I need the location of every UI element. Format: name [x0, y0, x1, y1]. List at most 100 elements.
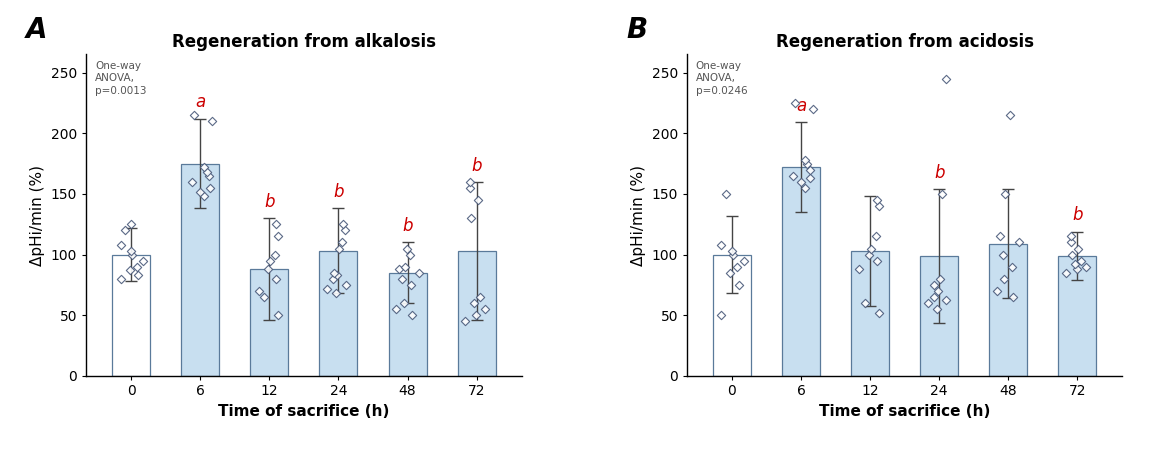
Point	[1072, 257, 1090, 264]
Point	[924, 294, 943, 301]
Point	[402, 281, 420, 289]
Point	[398, 245, 417, 252]
Point	[396, 263, 414, 270]
Point	[1057, 269, 1075, 276]
Point	[996, 275, 1014, 283]
Point	[792, 178, 810, 185]
Point	[862, 245, 881, 252]
Point	[123, 251, 142, 258]
Point	[712, 312, 731, 319]
Point	[1062, 251, 1081, 258]
Point	[463, 215, 481, 222]
Point	[786, 99, 805, 106]
Point	[929, 287, 947, 294]
Point	[729, 263, 747, 270]
Point	[1004, 294, 1022, 301]
Point	[267, 275, 285, 283]
Point	[868, 257, 886, 264]
Point	[196, 164, 214, 171]
Point	[1061, 233, 1080, 240]
Bar	[389, 273, 427, 376]
Point	[860, 251, 878, 258]
Point	[997, 190, 1015, 198]
Point	[122, 247, 140, 255]
Point	[724, 251, 742, 258]
Point	[336, 281, 355, 289]
Text: a: a	[196, 93, 205, 111]
Point	[269, 233, 288, 240]
X-axis label: Time of sacrifice (h): Time of sacrifice (h)	[818, 404, 990, 419]
Text: One-way
ANOVA,
p=0.0246: One-way ANOVA, p=0.0246	[695, 61, 747, 96]
Point	[795, 156, 814, 164]
Point	[717, 190, 735, 198]
Point	[467, 312, 486, 319]
Point	[712, 241, 731, 249]
Point	[933, 190, 952, 198]
Point	[456, 318, 474, 325]
Point	[323, 275, 342, 283]
Point	[387, 306, 405, 313]
Point	[330, 245, 349, 252]
Point	[1003, 263, 1021, 270]
Point	[266, 251, 284, 258]
Point	[112, 275, 130, 283]
Point	[1068, 265, 1087, 273]
Point	[991, 233, 1009, 240]
Text: b: b	[472, 157, 482, 174]
Point	[468, 197, 487, 204]
Text: b: b	[334, 183, 344, 201]
Point	[254, 294, 273, 301]
Point	[185, 111, 204, 119]
Point	[395, 299, 413, 307]
X-axis label: Time of sacrifice (h): Time of sacrifice (h)	[219, 404, 390, 419]
Point	[333, 239, 351, 246]
Point	[925, 281, 944, 289]
Point	[390, 265, 409, 273]
Point	[723, 247, 741, 255]
Point	[851, 265, 869, 273]
Point	[471, 294, 489, 301]
Point	[327, 290, 345, 297]
Bar	[251, 269, 289, 376]
Point	[730, 281, 748, 289]
Point	[195, 193, 213, 200]
Point	[801, 174, 820, 182]
Point	[1069, 245, 1088, 252]
Point	[334, 221, 352, 228]
Point	[800, 166, 818, 173]
Point	[259, 265, 277, 273]
Point	[465, 299, 483, 307]
Point	[803, 106, 822, 113]
Point	[261, 257, 280, 264]
Bar	[1058, 256, 1096, 376]
Point	[937, 75, 955, 82]
Text: b: b	[933, 164, 944, 182]
Point	[795, 184, 814, 192]
Point	[867, 233, 885, 240]
Point	[392, 275, 411, 283]
Point	[112, 241, 130, 249]
Point	[197, 169, 215, 176]
Y-axis label: ΔpHi/min (%): ΔpHi/min (%)	[631, 165, 646, 265]
Bar	[851, 251, 889, 376]
Bar	[782, 167, 820, 376]
Point	[988, 287, 1006, 294]
Bar	[113, 255, 151, 376]
Point	[200, 172, 219, 179]
Bar	[712, 255, 750, 376]
Text: a: a	[795, 97, 806, 115]
Point	[937, 296, 955, 303]
Y-axis label: ΔpHi/min (%): ΔpHi/min (%)	[30, 165, 45, 265]
Point	[931, 275, 950, 283]
Point	[734, 257, 753, 264]
Point	[116, 226, 135, 234]
Point	[403, 312, 421, 319]
Point	[1001, 111, 1020, 119]
Text: b: b	[265, 193, 275, 211]
Point	[325, 269, 343, 276]
Title: Regeneration from alkalosis: Regeneration from alkalosis	[171, 34, 436, 52]
Point	[128, 263, 146, 270]
Text: One-way
ANOVA,
p=0.0013: One-way ANOVA, p=0.0013	[96, 61, 146, 96]
Point	[122, 221, 140, 228]
Point	[204, 117, 222, 125]
